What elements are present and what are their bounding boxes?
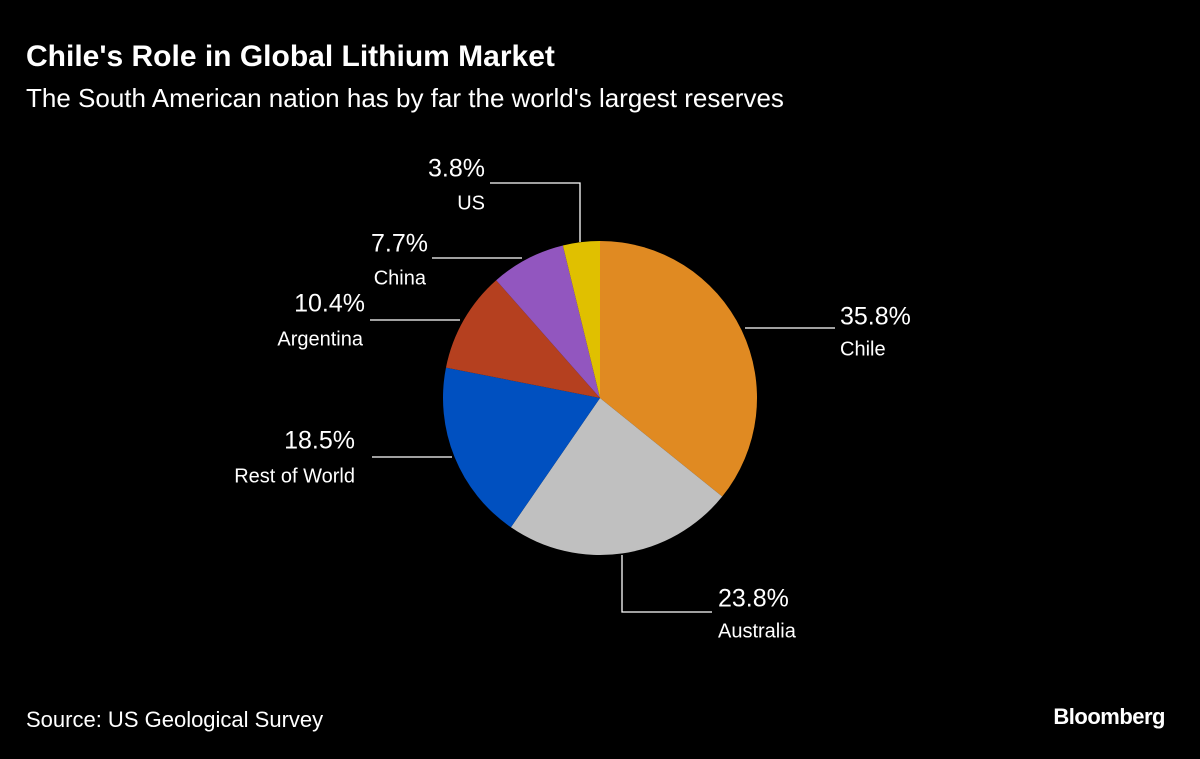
leader-line (490, 182, 581, 242)
category-label: Rest of World (234, 465, 355, 487)
source: Source: US Geological Survey (26, 707, 323, 732)
data-label: 18.5% (284, 427, 355, 455)
pie-slice (443, 367, 600, 528)
data-label: 23.8% (718, 585, 789, 613)
pie-slice (445, 280, 600, 398)
data-label: 7.7% (371, 230, 428, 258)
category-label: China (374, 267, 427, 289)
pie-slice (496, 245, 600, 398)
category-label: US (457, 192, 485, 214)
category-label: Australia (718, 620, 797, 642)
pie-slice (600, 241, 757, 497)
category-label: Argentina (277, 328, 363, 350)
pie-slice (562, 241, 600, 398)
chart-title: Chile's Role in Global Lithium Market (26, 40, 555, 73)
pie-slice (510, 398, 723, 555)
category-label: Chile (840, 338, 886, 360)
data-label: 3.8% (428, 155, 485, 183)
brand-logo: Bloomberg (1053, 704, 1165, 729)
leader-line (621, 555, 712, 613)
data-label: 35.8% (840, 303, 911, 331)
data-label: 10.4% (294, 290, 365, 318)
chart-subtitle: The South American nation has by far the… (26, 83, 784, 113)
